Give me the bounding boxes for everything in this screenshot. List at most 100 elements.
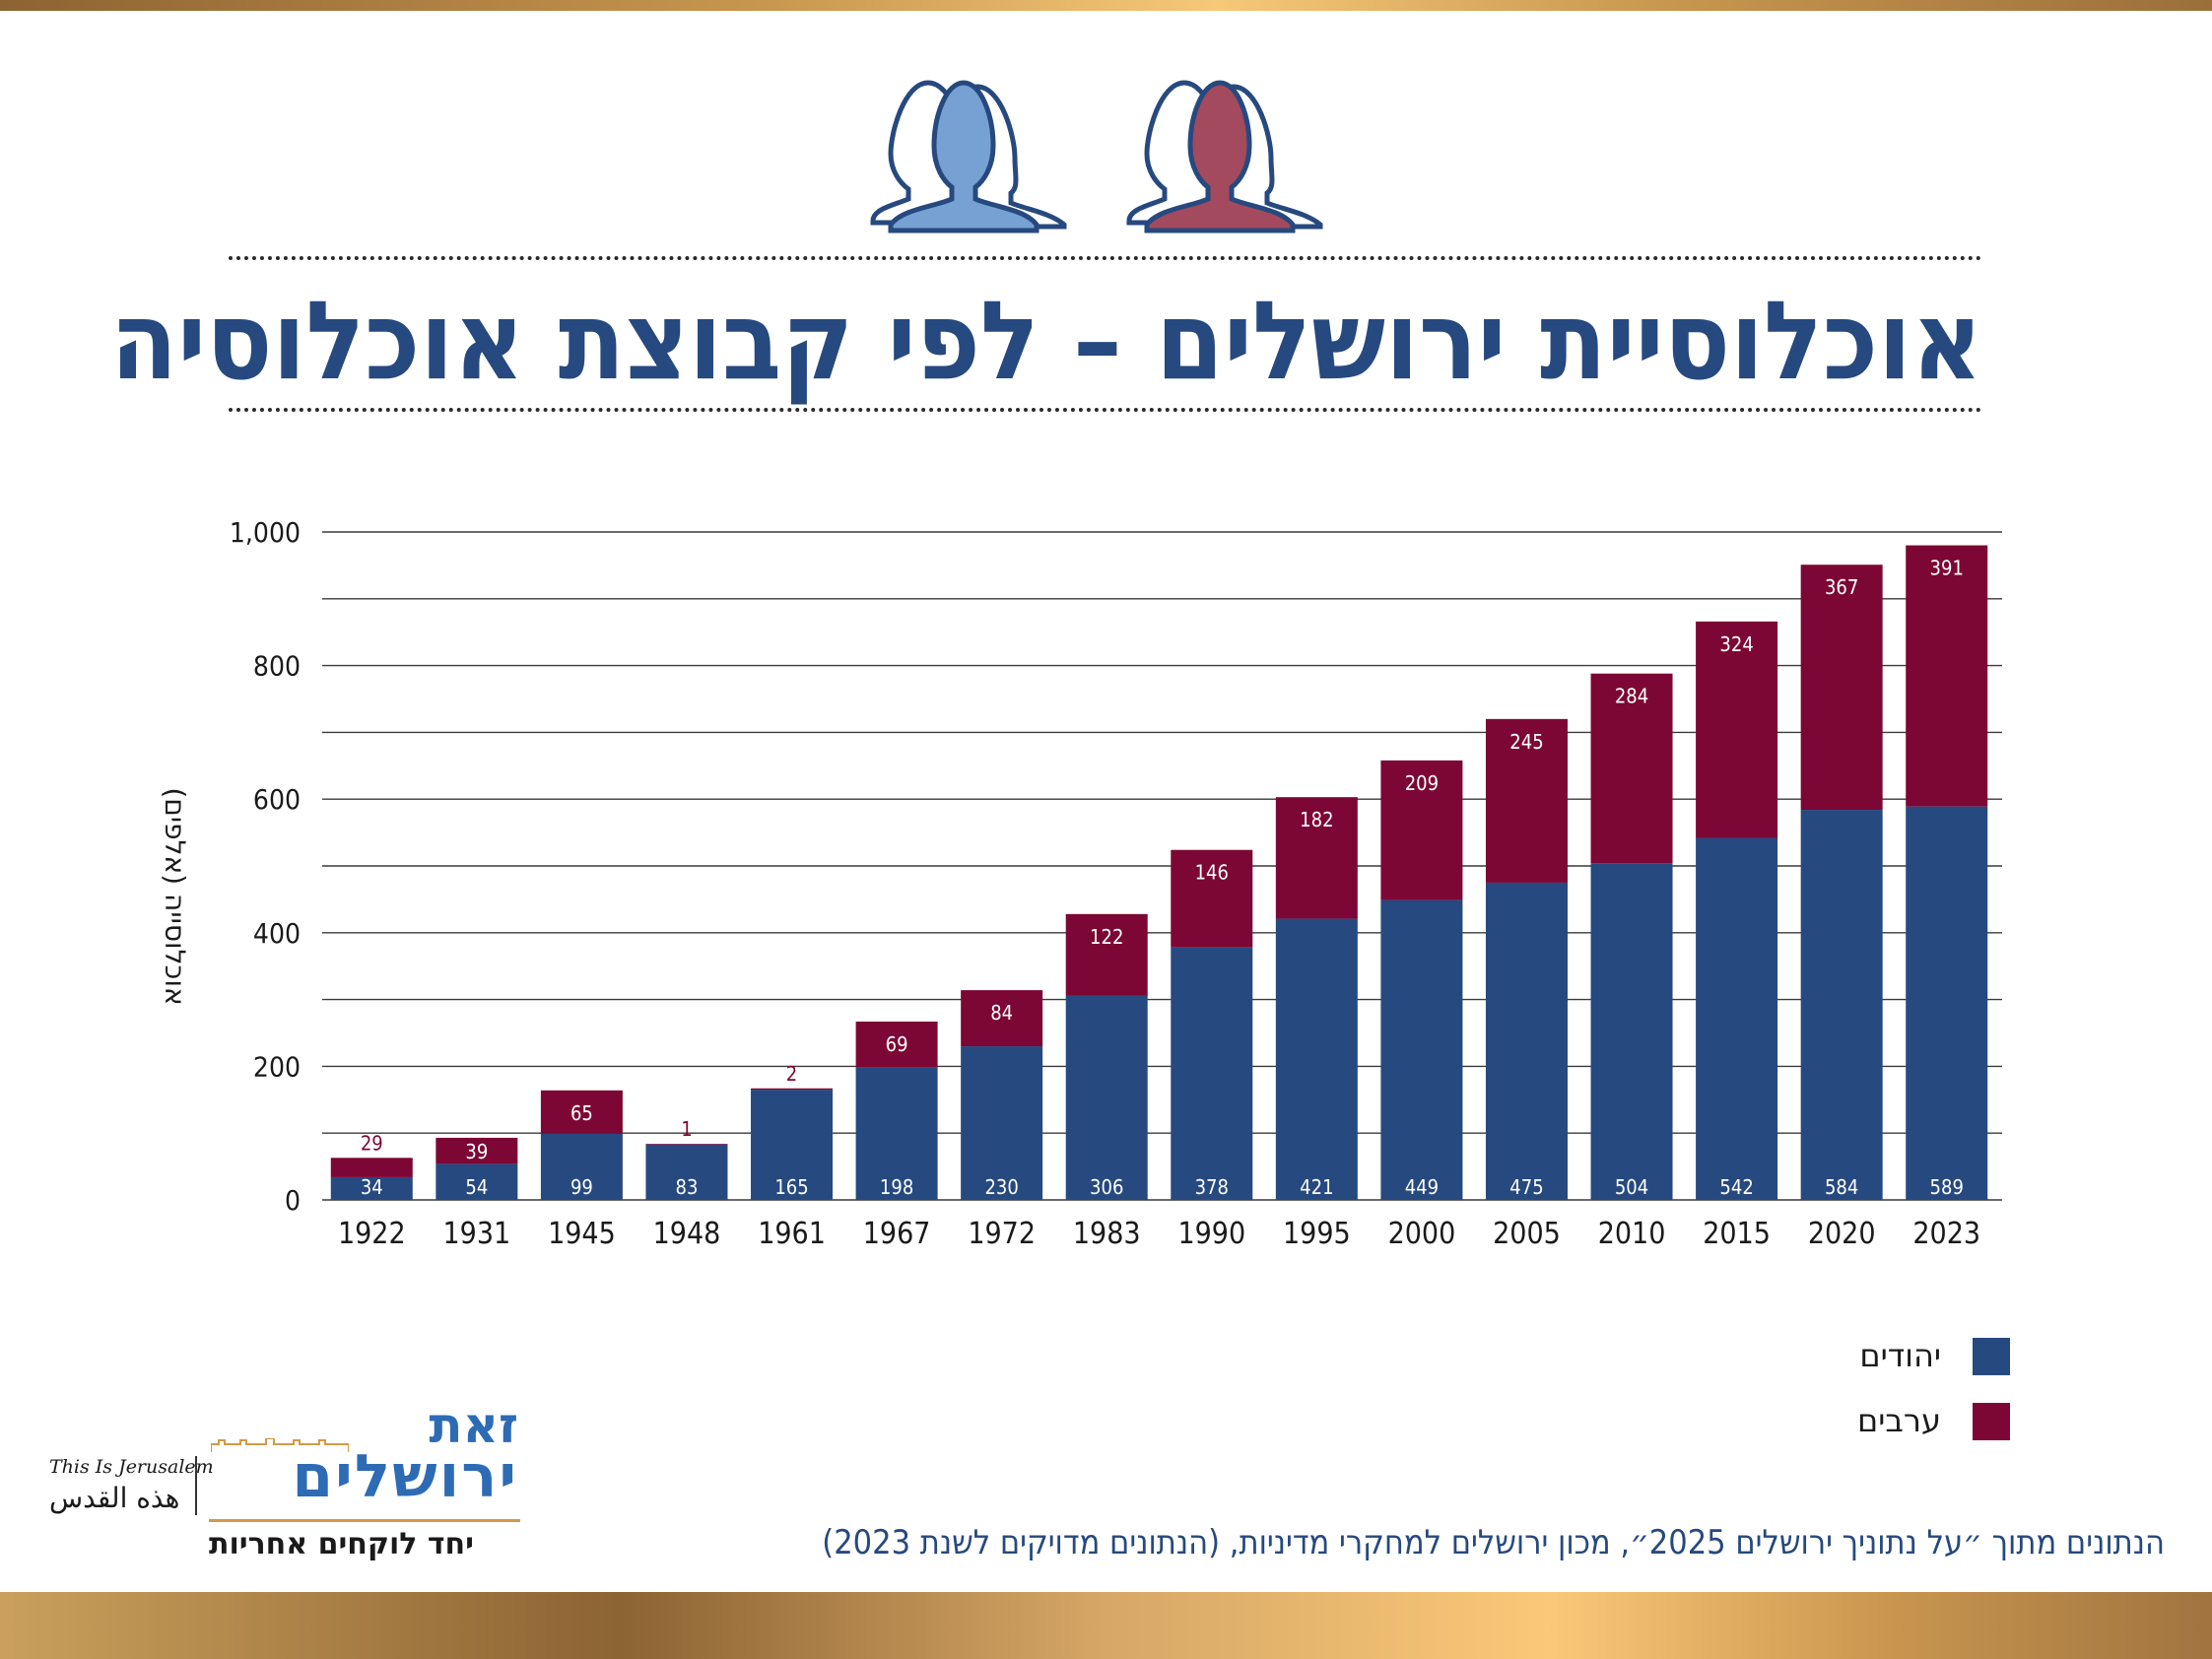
logo-arabic-text: هذه القدس xyxy=(49,1482,180,1514)
bar-arabs xyxy=(436,1137,518,1164)
x-tick-label: 2000 xyxy=(1388,1217,1456,1251)
x-tick-label: 1961 xyxy=(758,1217,826,1251)
population-chart: 0 200 400 600 800 1,000 אוכלוסייה (אלפים) 34 29 1… xyxy=(159,516,2002,1251)
bar-arabs xyxy=(1380,760,1463,900)
city-wall-icon xyxy=(211,1438,349,1452)
logo-tagline: יחד לוקחים אחריות xyxy=(209,1527,474,1561)
bar-arabs xyxy=(1696,621,1778,838)
bar-arabs xyxy=(645,1144,728,1145)
bar-arabs xyxy=(1275,797,1358,919)
data-label-jews: 589 xyxy=(1930,1175,1964,1199)
legend-swatch-jews xyxy=(1973,1338,2010,1375)
bar-jews xyxy=(961,1046,1043,1200)
x-tick-label: 1945 xyxy=(548,1217,616,1251)
bar-arabs xyxy=(855,1021,938,1068)
bar-jews xyxy=(436,1163,518,1200)
logo-separator xyxy=(195,1456,197,1515)
bar-arabs xyxy=(540,1090,623,1134)
x-tick-label: 2015 xyxy=(1703,1217,1771,1251)
data-label-jews: 83 xyxy=(676,1175,699,1199)
bar-jews xyxy=(751,1090,834,1200)
bar-jews xyxy=(1275,918,1358,1200)
data-label-arabs: 65 xyxy=(570,1101,593,1125)
title-divider-top xyxy=(229,256,1982,260)
title-divider-bottom xyxy=(229,408,1982,412)
x-tick-label: 2020 xyxy=(1808,1217,1876,1251)
bar-jews xyxy=(1906,806,1988,1200)
x-tick-label: 1931 xyxy=(443,1217,511,1251)
bar-arabs xyxy=(751,1088,834,1091)
data-label-jews: 504 xyxy=(1615,1175,1648,1199)
data-label-arabs: 146 xyxy=(1195,861,1229,885)
data-label-arabs: 84 xyxy=(990,1001,1013,1025)
data-label-jews: 99 xyxy=(570,1175,593,1199)
x-tick-label: 1995 xyxy=(1283,1217,1351,1251)
y-tick-label: 200 xyxy=(253,1050,301,1083)
y-tick-label: 600 xyxy=(253,783,301,816)
x-tick-label: 2023 xyxy=(1912,1217,1980,1251)
this-is-jerusalem-logo: This Is Jerusalem هذه القدس זאת ירושלים … xyxy=(43,1399,536,1576)
top-gold-band xyxy=(0,0,2212,11)
data-label-arabs: 1 xyxy=(681,1117,692,1141)
bar-jews xyxy=(1590,863,1673,1200)
bar-jews xyxy=(330,1176,413,1200)
jews-people-icon xyxy=(870,80,1067,233)
arabs-people-icon xyxy=(1126,80,1323,233)
data-label-arabs: 39 xyxy=(465,1140,488,1163)
data-label-arabs: 245 xyxy=(1509,730,1543,754)
data-label-jews: 421 xyxy=(1300,1175,1333,1199)
legend-item-arabs: ערבים xyxy=(1833,1401,2010,1440)
logo-hebrew-main: ירושלים xyxy=(292,1442,518,1511)
page-title: אוכלוסיית ירושלים – לפי קבוצת אוכלוסיה xyxy=(110,278,1982,404)
data-label-arabs: 182 xyxy=(1300,808,1333,831)
data-label-arabs: 29 xyxy=(361,1131,383,1155)
logo-hebrew-top: זאת xyxy=(429,1397,518,1454)
bar-arabs xyxy=(330,1158,413,1177)
data-label-jews: 378 xyxy=(1195,1175,1229,1199)
data-label-arabs: 324 xyxy=(1719,632,1753,656)
data-label-jews: 449 xyxy=(1405,1175,1439,1199)
x-tick-label: 1972 xyxy=(968,1217,1036,1251)
x-tick-label: 1948 xyxy=(653,1217,721,1251)
bar-jews xyxy=(645,1144,728,1200)
bar-jews xyxy=(1171,947,1253,1200)
data-label-jews: 584 xyxy=(1825,1175,1858,1199)
bar-jews xyxy=(1696,837,1778,1200)
legend-label-jews: יהודים xyxy=(1859,1337,1941,1374)
data-label-jews: 475 xyxy=(1509,1175,1543,1199)
data-label-jews: 306 xyxy=(1090,1175,1123,1199)
data-label-jews: 165 xyxy=(774,1175,808,1199)
bar-arabs xyxy=(1171,849,1253,948)
data-label-arabs: 391 xyxy=(1930,557,1964,580)
x-tick-label: 2010 xyxy=(1598,1217,1666,1251)
x-tick-label: 2005 xyxy=(1493,1217,1561,1251)
bar-arabs xyxy=(1906,545,1988,807)
bar-arabs xyxy=(1065,913,1148,996)
data-label-arabs: 367 xyxy=(1825,575,1858,599)
data-label-jews: 230 xyxy=(984,1175,1018,1199)
data-label-arabs: 122 xyxy=(1090,925,1123,949)
logo-english-text: This Is Jerusalem xyxy=(49,1456,214,1478)
bar-jews xyxy=(540,1133,623,1200)
y-tick-label: 1,000 xyxy=(230,516,301,549)
data-label-jews: 198 xyxy=(880,1175,913,1199)
data-label-jews: 34 xyxy=(361,1175,383,1199)
data-label-jews: 542 xyxy=(1719,1175,1753,1199)
bar-jews xyxy=(1380,899,1463,1200)
bar-arabs xyxy=(1800,564,1883,811)
data-label-arabs: 209 xyxy=(1405,771,1439,795)
y-tick-label: 0 xyxy=(285,1184,301,1217)
y-axis-label: אוכלוסייה (אלפים) xyxy=(159,787,191,1005)
bar-jews xyxy=(1485,882,1568,1200)
legend-swatch-arabs xyxy=(1973,1403,2010,1440)
source-note: הנתונים מתוך ״על נתוניך ירושלים 2025״, מ… xyxy=(822,1523,2165,1562)
bar-jews xyxy=(1065,995,1148,1200)
data-label-arabs: 2 xyxy=(786,1062,797,1086)
logo-underline xyxy=(209,1519,520,1522)
x-tick-label: 1983 xyxy=(1073,1217,1141,1251)
bar-jews xyxy=(1800,810,1883,1200)
bar-arabs xyxy=(1590,673,1673,864)
y-tick-label: 400 xyxy=(253,917,301,950)
y-tick-label: 800 xyxy=(253,650,301,683)
bar-jews xyxy=(855,1067,938,1200)
